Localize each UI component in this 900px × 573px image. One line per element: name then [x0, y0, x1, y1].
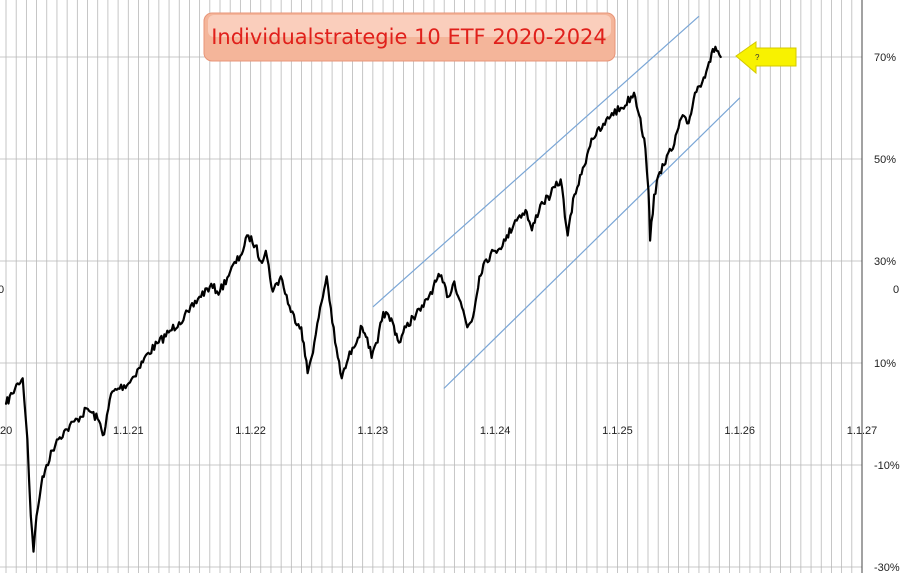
x-tick-labels: 20 1.1.21 1.1.22 1.1.23 1.1.24 1.1.25 1.1.26 1.…: [0, 425, 877, 437]
y-tick-label: 70%: [874, 52, 896, 64]
chart-title-box: Individualstrategie 10 ETF 2020-2024: [203, 12, 616, 62]
trend-channel-line: [443, 97, 741, 389]
pointer-arrow: ?: [735, 41, 797, 75]
x-tick-label: 1.1.22: [235, 425, 266, 437]
y-tick-labels: 70% 50% 30% 10% -10% -30%: [874, 52, 900, 573]
x-tick-label: 20: [0, 425, 12, 437]
chart-title: Individualstrategie 10 ETF 2020-2024: [211, 25, 607, 49]
x-tick-label: 1.1.25: [602, 425, 633, 437]
series-line: [4, 45, 722, 553]
x-tick-label: 1.1.27: [847, 425, 878, 437]
y-tick-label: -30%: [874, 562, 900, 573]
arrow-annotation: ?: [755, 53, 760, 62]
trend-channel-line: [372, 15, 700, 308]
x-tick-label: 1.1.26: [724, 425, 755, 437]
y-tick-label: 30%: [874, 256, 896, 268]
x-tick-label: 1.1.24: [480, 425, 511, 437]
grid: [0, 0, 863, 573]
y-tick-label: 50%: [874, 154, 896, 166]
trend-channel: [372, 15, 741, 389]
y-tick-label: -10%: [874, 460, 900, 472]
x-tick-label: 1.1.23: [358, 425, 389, 437]
right-edge-mark: 0: [893, 284, 899, 296]
x-tick-label: 1.1.21: [113, 425, 144, 437]
y-tick-label: 10%: [874, 358, 896, 370]
left-edge-mark: 0: [0, 284, 4, 296]
